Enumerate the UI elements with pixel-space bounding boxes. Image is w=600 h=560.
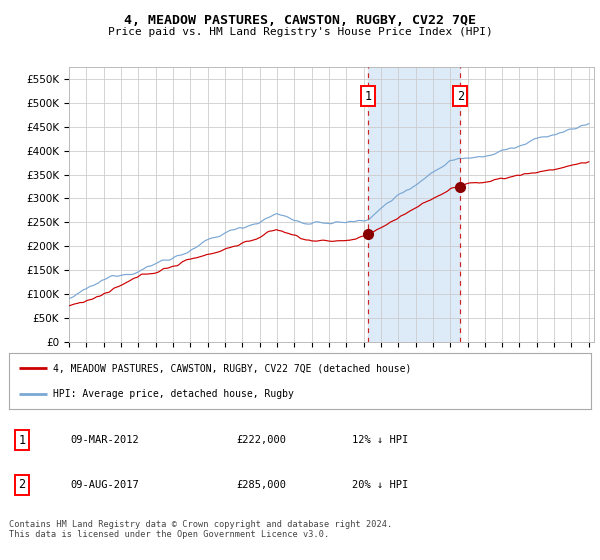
Text: 20% ↓ HPI: 20% ↓ HPI (352, 480, 409, 490)
Text: 2: 2 (457, 90, 464, 102)
Text: Contains HM Land Registry data © Crown copyright and database right 2024.
This d: Contains HM Land Registry data © Crown c… (9, 520, 392, 539)
Text: 4, MEADOW PASTURES, CAWSTON, RUGBY, CV22 7QE (detached house): 4, MEADOW PASTURES, CAWSTON, RUGBY, CV22… (53, 363, 411, 374)
Text: 12% ↓ HPI: 12% ↓ HPI (352, 435, 409, 445)
Text: £222,000: £222,000 (236, 435, 286, 445)
Text: 4, MEADOW PASTURES, CAWSTON, RUGBY, CV22 7QE: 4, MEADOW PASTURES, CAWSTON, RUGBY, CV22… (124, 14, 476, 27)
Text: 1: 1 (364, 90, 371, 102)
Text: Price paid vs. HM Land Registry's House Price Index (HPI): Price paid vs. HM Land Registry's House … (107, 27, 493, 37)
Text: 2: 2 (18, 478, 25, 492)
Text: 1: 1 (18, 433, 25, 447)
Text: £285,000: £285,000 (236, 480, 286, 490)
Text: HPI: Average price, detached house, Rugby: HPI: Average price, detached house, Rugb… (53, 389, 293, 399)
Text: 09-MAR-2012: 09-MAR-2012 (70, 435, 139, 445)
Text: 09-AUG-2017: 09-AUG-2017 (70, 480, 139, 490)
Bar (368, 67, 460, 342)
